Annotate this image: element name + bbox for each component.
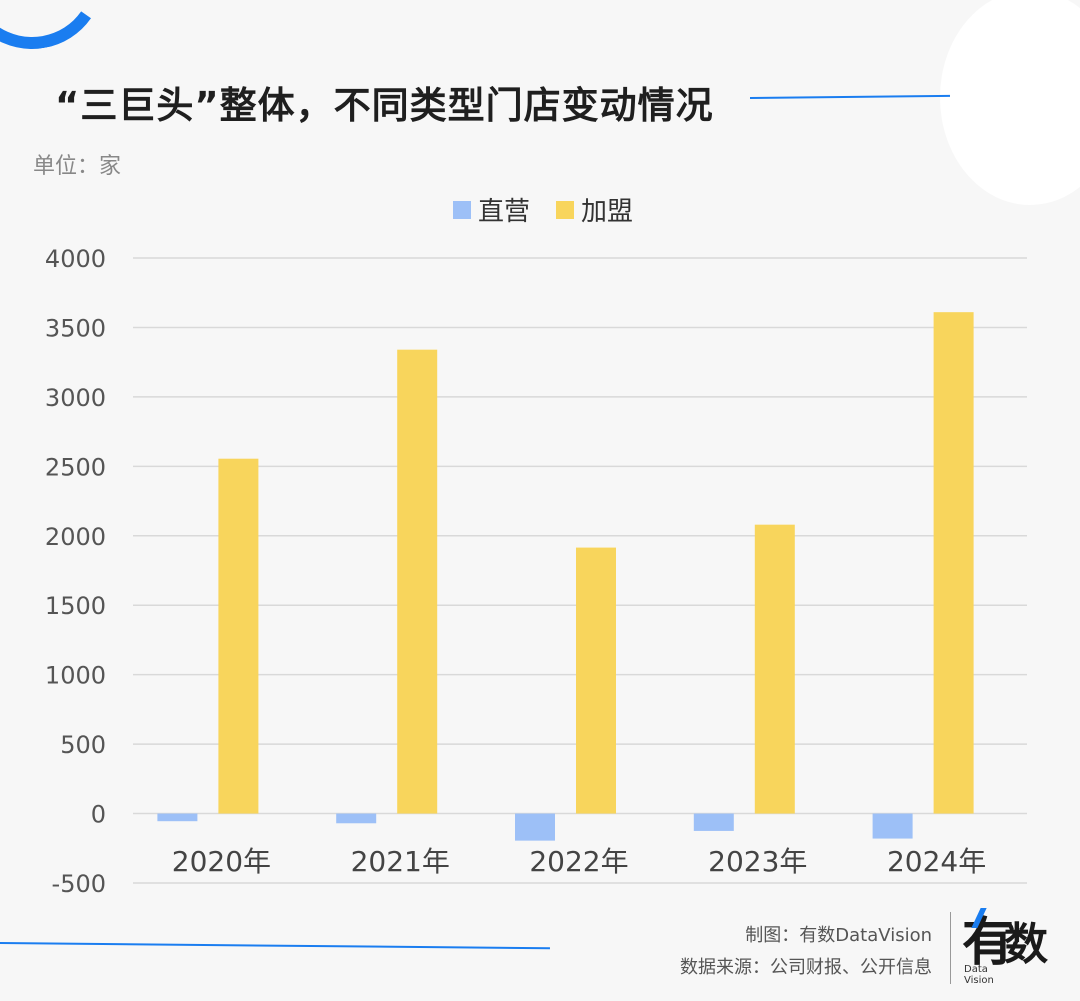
bar-franchise-2 <box>576 547 616 814</box>
bar-direct-0 <box>157 813 198 822</box>
logo-sub-vision: Vision <box>964 975 994 986</box>
y-tick-label: 1500 <box>45 592 106 620</box>
y-tick-label: 2500 <box>45 453 106 481</box>
unit-label: 单位：家 <box>33 154 122 179</box>
bar-direct-1 <box>336 813 377 824</box>
y-tick-label: 4000 <box>45 245 106 273</box>
bar-franchise-0 <box>218 458 259 814</box>
y-tick-label: 1000 <box>45 662 106 690</box>
y-tick-label: -500 <box>52 870 106 898</box>
legend-swatch-0 <box>453 201 471 219</box>
logo-sub-data: Data <box>964 964 988 975</box>
logo-char-you: 有 <box>962 913 1015 973</box>
x-tick-label: 2020年 <box>172 845 271 878</box>
x-tick-label: 2024年 <box>887 845 986 878</box>
source-credit: 数据来源：公司财报、公开信息 <box>680 957 932 978</box>
logo-subtext: Data Vision <box>964 964 994 986</box>
bar-direct-3 <box>693 813 734 831</box>
y-tick-label: 500 <box>60 731 106 759</box>
bar-franchise-3 <box>754 524 795 814</box>
bar-direct-2 <box>515 813 555 841</box>
bar-franchise-4 <box>933 312 974 814</box>
x-tick-label: 2023年 <box>708 845 807 878</box>
chart-title: “三巨头”整体，不同类型门店变动情况 <box>55 84 714 127</box>
maker-credit: 制图：有数DataVision <box>745 925 932 946</box>
logo-char-shu: 数 <box>1004 919 1048 970</box>
datavision-logo: 有 数 Data Vision <box>962 900 1062 990</box>
decorative-blob <box>940 0 1080 205</box>
legend-label-1: 加盟 <box>581 197 633 227</box>
logo-divider <box>950 912 951 984</box>
y-tick-label: 3500 <box>45 314 106 342</box>
legend-label-0: 直营 <box>478 197 530 227</box>
y-tick-label: 3000 <box>45 384 106 412</box>
y-tick-label: 2000 <box>45 523 106 551</box>
bar-direct-4 <box>872 813 913 839</box>
legend-swatch-1 <box>556 201 574 219</box>
credits: 制图：有数DataVision 数据来源：公司财报、公开信息 <box>680 920 932 984</box>
x-tick-label: 2022年 <box>529 845 628 878</box>
bar-franchise-1 <box>397 349 438 814</box>
y-tick-label: 0 <box>91 801 106 829</box>
x-tick-label: 2021年 <box>351 845 450 878</box>
